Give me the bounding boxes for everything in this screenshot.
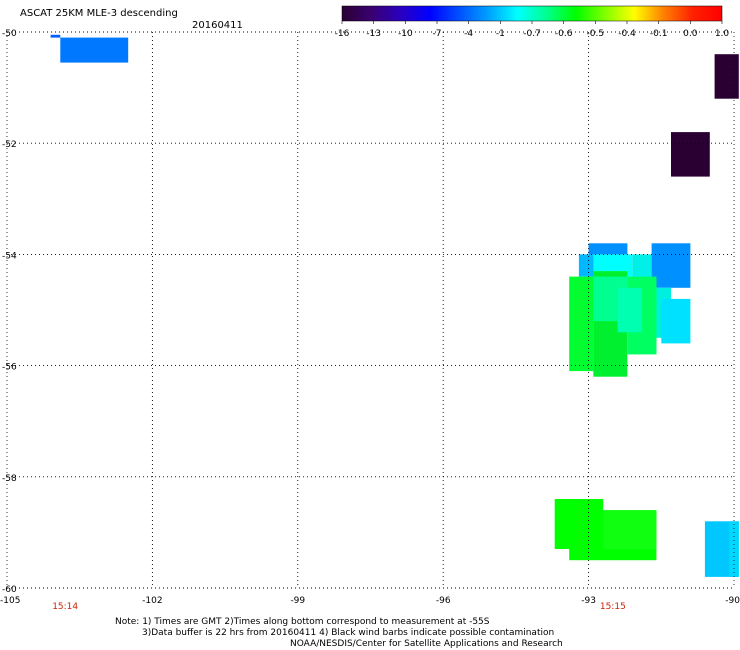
colorbar: -16 -13 -10 -7 -4 -1 -0.7 -0.6 -0.5 -0.4 -0.1 0.0 1.…	[335, 5, 730, 39]
lat-tick-label: -58	[2, 474, 17, 484]
scatterometer-cell	[593, 254, 633, 277]
plot-date: 20160411	[192, 20, 243, 31]
colorbar-tick-label: -7	[433, 29, 442, 39]
colorbar-tick-label: -0.7	[523, 29, 541, 39]
lat-tick-label: -56	[2, 363, 17, 373]
scatterometer-cell	[50, 34, 61, 38]
plot-title: ASCAT 25KM MLE-3 descending	[20, 8, 178, 19]
scatterometer-cell	[661, 298, 691, 344]
scatterometer-cell	[632, 254, 652, 283]
colorbar-tick-label: -13	[366, 29, 381, 39]
colorbar-tick-label: -0.5	[587, 29, 605, 39]
scatterometer-cell	[714, 54, 739, 99]
colorbar-gradient	[341, 5, 723, 22]
note-line-3: NOAA/NESDIS/Center for Satellite Applica…	[290, 639, 563, 649]
lon-tick-label: -105	[0, 596, 20, 606]
lat-tick-label: -60	[2, 585, 17, 595]
colorbar-tick-label: 0.0	[683, 29, 698, 39]
lon-tick-label: -99	[290, 596, 305, 606]
scatterometer-cell	[729, 521, 739, 577]
colorbar-tick-label: -0.1	[650, 29, 668, 39]
colorbar-tick-label: -4	[464, 29, 473, 39]
scatterometer-cell	[588, 243, 628, 255]
lon-tick-label: -93	[581, 596, 596, 606]
colorbar-tick-label: -16	[335, 29, 350, 39]
scatterometer-cell	[603, 510, 657, 550]
lat-tick-label: -54	[2, 251, 17, 261]
colorbar-tick-label: 1.0	[715, 29, 730, 39]
scatterometer-cell	[617, 287, 642, 333]
note-line-1: Note: 1) Times are GMT 2)Times along bot…	[115, 617, 490, 627]
colorbar-tick-label: -0.4	[618, 29, 636, 39]
scatterometer-cell	[569, 276, 594, 372]
scatterometer-cell	[671, 132, 710, 177]
lon-tick-label: -90	[725, 596, 740, 606]
time-label: 15:15	[600, 602, 626, 612]
lat-tick-label: -52	[2, 140, 17, 150]
lon-tick-label: -96	[436, 596, 451, 606]
time-label: 15:14	[52, 602, 78, 612]
map-grid	[6, 31, 735, 589]
lat-tick-label: -50	[2, 29, 17, 39]
note-line-2: 3)Data buffer is 22 hrs from 20160411 4)…	[142, 628, 555, 638]
tick-labels: -50 -52 -54 -56 -58 -60-105 -102 -99 -96 -93 -90 15…	[0, 29, 740, 612]
colorbar-tick-label: -10	[398, 29, 413, 39]
lon-tick-label: -102	[142, 596, 162, 606]
colorbar-tick-label: -1	[496, 29, 505, 39]
scatterometer-cell	[60, 37, 129, 63]
colorbar-tick-label: -0.6	[555, 29, 573, 39]
data-cells	[50, 34, 739, 577]
scatterometer-cell	[651, 243, 691, 288]
